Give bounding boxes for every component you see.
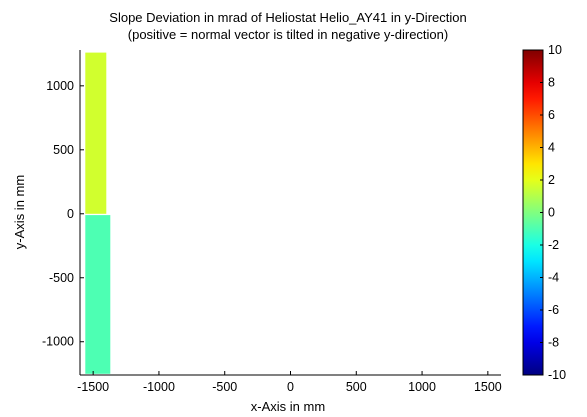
colorbar-tick-label: -4 bbox=[548, 271, 559, 285]
colorbar-tick-label: -2 bbox=[548, 238, 559, 252]
x-tick-label: -1000 bbox=[143, 380, 175, 394]
x-tick-label: 500 bbox=[346, 380, 367, 394]
chart-title: Slope Deviation in mrad of Heliostat Hel… bbox=[109, 10, 466, 25]
x-tick-label: -500 bbox=[212, 380, 237, 394]
x-axis: -1500 -1000 -500 0 500 1000 1500 bbox=[77, 371, 502, 394]
colorbar-tick-label: 0 bbox=[548, 206, 555, 220]
chart-subtitle: (positive = normal vector is tilted in n… bbox=[128, 27, 448, 42]
colorbar-tick-label: 4 bbox=[548, 141, 555, 155]
colorbar: -10 -8 -6 -4 -2 0 2 4 6 8 10 bbox=[522, 43, 566, 382]
slope-region-2 bbox=[85, 215, 111, 374]
plot-area bbox=[80, 50, 501, 375]
x-tick-label: 1500 bbox=[474, 380, 502, 394]
colorbar-tick-label: 8 bbox=[548, 76, 555, 90]
y-tick-label: -1000 bbox=[42, 335, 74, 349]
y-axis: -1000 -500 0 500 1000 bbox=[42, 50, 84, 375]
y-tick-label: 0 bbox=[67, 207, 74, 221]
y-tick-label: -500 bbox=[49, 271, 74, 285]
colorbar-tick-label: 6 bbox=[548, 108, 555, 122]
x-axis-label: x-Axis in mm bbox=[251, 399, 325, 414]
plot-background bbox=[80, 50, 501, 375]
slope-region-1 bbox=[85, 52, 107, 214]
colorbar-tick-label: 10 bbox=[548, 43, 562, 57]
x-tick-label: 0 bbox=[287, 380, 294, 394]
x-tick-label: 1000 bbox=[408, 380, 436, 394]
colorbar-tick-label: -10 bbox=[548, 368, 566, 382]
x-tick-label: -1500 bbox=[77, 380, 109, 394]
y-tick-label: 500 bbox=[53, 143, 74, 157]
colorbar-tick-label: -8 bbox=[548, 336, 559, 350]
colorbar-tick-label: 2 bbox=[548, 173, 555, 187]
y-tick-label: 1000 bbox=[46, 79, 74, 93]
colorbar-tick-label: -6 bbox=[548, 303, 559, 317]
y-axis-label: y-Axis in mm bbox=[12, 175, 27, 249]
